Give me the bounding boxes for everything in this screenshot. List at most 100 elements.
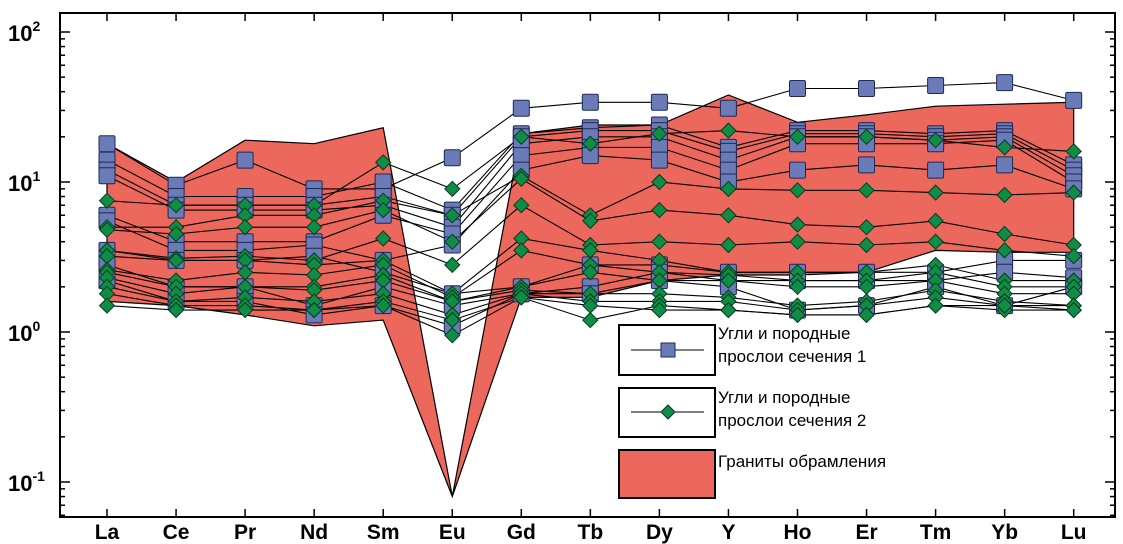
x-tick-label: Tm	[920, 521, 952, 544]
legend-square-marker	[660, 342, 676, 358]
diamond-marker	[651, 201, 668, 219]
series-markers-layer	[98, 74, 1083, 344]
x-tick-label: Er	[855, 521, 877, 544]
diamond-marker	[996, 242, 1013, 259]
plot-frame	[59, 12, 1116, 518]
square-marker	[581, 93, 599, 111]
square-marker	[374, 173, 392, 191]
diamond-marker	[582, 264, 599, 281]
diamond-marker	[996, 139, 1013, 156]
square-marker	[443, 149, 461, 167]
diamond-marker	[1065, 247, 1082, 265]
diamond-marker	[858, 306, 875, 324]
diamond-marker	[444, 256, 461, 274]
square-marker	[789, 161, 806, 179]
diamond-marker	[305, 301, 323, 319]
diamond-marker	[582, 135, 599, 152]
square-marker	[927, 161, 945, 179]
legend: Угли и породные прослои сечения 1 Угли и…	[618, 324, 886, 499]
y-tick-label: 100	[8, 318, 40, 346]
x-tick-label: Dy	[646, 521, 673, 544]
diamond-marker	[996, 297, 1013, 314]
diamond-marker	[236, 301, 254, 319]
square-marker	[512, 99, 530, 117]
diamond-marker	[582, 311, 599, 329]
diamond-marker	[789, 216, 806, 233]
diamond-marker	[305, 218, 323, 236]
legend-entry-group-1: Угли и породные прослои сечения 1	[618, 324, 866, 376]
diamond-marker	[513, 289, 530, 306]
y-tick-label: 101	[8, 168, 40, 196]
diamond-marker	[374, 230, 392, 247]
diamond-marker	[444, 327, 461, 344]
diamond-marker	[720, 122, 737, 139]
diamond-marker	[1065, 301, 1082, 319]
square-marker	[236, 151, 254, 169]
diamond-marker	[444, 233, 461, 250]
square-marker	[996, 74, 1014, 92]
y-tick-label: 102	[8, 18, 40, 46]
diamond-marker	[98, 297, 116, 314]
square-marker	[719, 99, 737, 117]
diamond-marker	[720, 236, 737, 254]
diamond-marker	[858, 218, 875, 236]
square-marker	[789, 80, 806, 97]
square-marker	[98, 167, 116, 185]
diamond-marker	[582, 212, 599, 230]
diamond-marker	[651, 301, 668, 319]
diamond-marker	[720, 301, 737, 319]
diamond-marker	[789, 306, 806, 324]
diamond-marker	[374, 297, 392, 314]
diamond-marker	[167, 196, 185, 214]
x-tick-label: Lu	[1061, 521, 1087, 544]
diamond-marker	[651, 173, 668, 191]
x-tick-label: Sm	[367, 521, 400, 544]
diamond-marker	[444, 180, 461, 198]
square-marker	[1065, 91, 1083, 109]
diamond-marker	[927, 184, 944, 201]
x-tick-label: Ce	[163, 521, 190, 544]
diamond-marker	[927, 131, 944, 149]
axes-layer: La Ce Pr Nd Sm Eu Gd Tb Dy Y Ho Er Tm Yb Lu 10-1 100 101 1…	[8, 13, 1115, 544]
legend-entry-granite: Граниты обрамления	[618, 449, 886, 499]
diamond-marker	[167, 225, 185, 243]
diamond-marker	[374, 154, 392, 171]
diamond-marker	[789, 128, 806, 146]
legend-label-granite: Граниты обрамления	[718, 452, 886, 471]
diamond-marker	[513, 196, 530, 214]
diamond-marker	[789, 278, 806, 296]
diamond-marker	[1065, 184, 1082, 201]
diamond-marker	[444, 207, 461, 224]
square-marker	[858, 156, 875, 174]
diamond-marker	[720, 207, 737, 224]
diamond-marker	[789, 182, 806, 199]
x-tick-label: Pr	[234, 521, 256, 544]
diamond-marker	[858, 128, 875, 146]
diamond-marker	[98, 192, 116, 209]
diamond-marker	[513, 128, 530, 146]
diamond-marker	[996, 225, 1013, 243]
diamond-marker	[167, 252, 185, 269]
legend-entry-group-2: Угли и породные прослои сечения 2	[618, 387, 866, 438]
legend-label-group-2-line2: прослои сечения 2	[718, 411, 866, 430]
x-tick-label: Yb	[991, 521, 1018, 544]
diamond-marker	[582, 297, 599, 314]
diamond-marker	[720, 272, 737, 289]
square-marker	[650, 93, 668, 111]
diamond-marker	[858, 236, 875, 254]
y-tick-label: 10-1	[8, 468, 45, 496]
x-tick-label: La	[95, 521, 120, 544]
diamond-marker	[374, 201, 392, 219]
diamond-marker	[789, 233, 806, 250]
legend-label-group-2-line1: Угли и породные	[718, 388, 850, 407]
diamond-marker	[651, 233, 668, 250]
diamond-marker	[927, 233, 944, 250]
diamond-marker	[513, 242, 530, 259]
square-marker	[858, 80, 875, 97]
x-tick-label: Tb	[578, 521, 604, 544]
diamond-marker	[996, 186, 1013, 204]
x-tick-label: Nd	[300, 521, 328, 544]
x-tick-label: Gd	[507, 521, 536, 544]
diamond-marker	[167, 301, 185, 319]
